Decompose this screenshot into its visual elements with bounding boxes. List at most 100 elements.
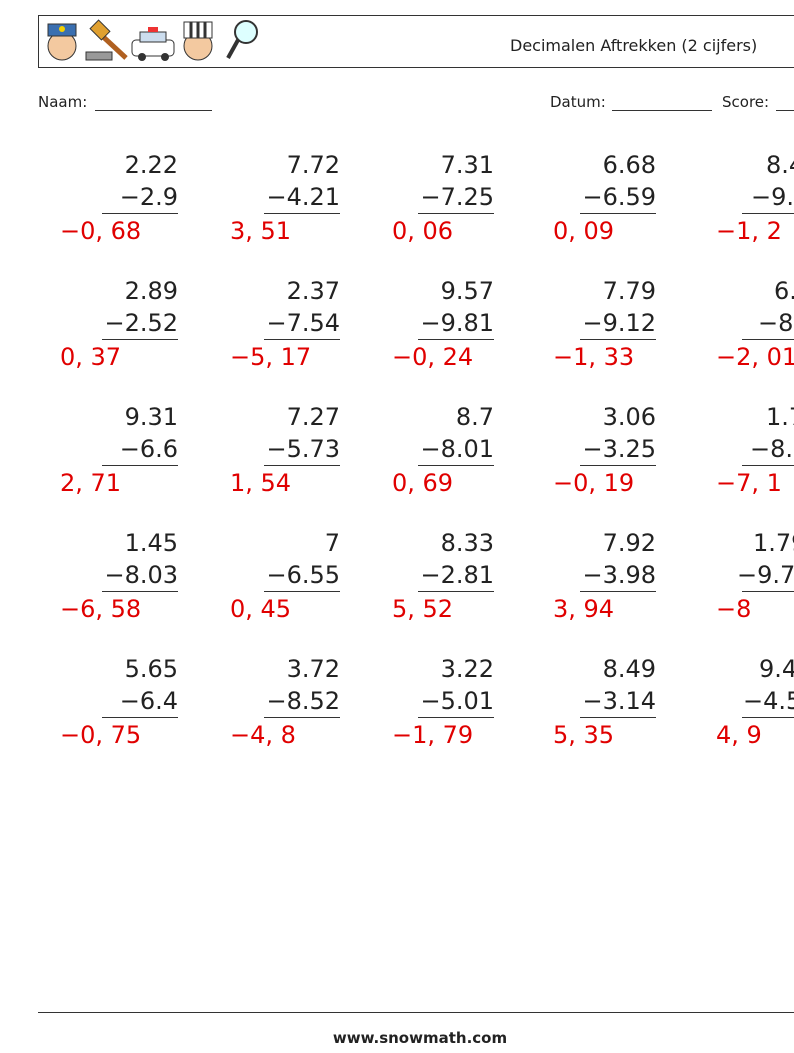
prisoner-icon	[183, 21, 213, 61]
underline	[742, 465, 794, 466]
answer: −4, 8	[230, 721, 296, 749]
underline	[742, 591, 794, 592]
minuend: 8.7	[455, 403, 494, 431]
answer: −1, 2	[716, 217, 782, 245]
subtrahend: −3.14	[582, 687, 656, 715]
answer: 1, 54	[230, 469, 292, 497]
answer: −2, 01	[716, 343, 794, 371]
answer: 0, 06	[392, 217, 454, 245]
subtrahend: −3.98	[582, 561, 656, 589]
minuend: 8.4	[766, 151, 794, 179]
answer: 2, 71	[60, 469, 122, 497]
underline	[264, 213, 340, 214]
underline	[264, 465, 340, 466]
underline	[742, 339, 794, 340]
underline	[264, 591, 340, 592]
underline	[418, 213, 494, 214]
score-line	[776, 110, 794, 111]
answer: −6, 58	[60, 595, 142, 623]
subtrahend: −8.52	[266, 687, 340, 715]
underline	[264, 717, 340, 718]
subtrahend: −9.6	[751, 183, 794, 211]
underline	[742, 717, 794, 718]
subtrahend: −8.03	[104, 561, 178, 589]
underline	[580, 465, 656, 466]
minuend: 3.72	[286, 655, 340, 683]
underline	[580, 213, 656, 214]
answer: 0, 45	[230, 595, 292, 623]
answer: 0, 37	[60, 343, 122, 371]
answer: −0, 68	[60, 217, 142, 245]
minuend: 5.65	[124, 655, 178, 683]
answer: 4, 9	[716, 721, 762, 749]
name-line	[95, 110, 212, 111]
subtrahend: −2.81	[420, 561, 494, 589]
minuend: 9.31	[124, 403, 178, 431]
subtrahend: −5.01	[420, 687, 494, 715]
minuend: 7.27	[286, 403, 340, 431]
answer: −5, 17	[230, 343, 312, 371]
underline	[418, 717, 494, 718]
subtrahend: −7.54	[266, 309, 340, 337]
answer: −0, 75	[60, 721, 142, 749]
answer: 3, 51	[230, 217, 292, 245]
subtrahend: −2.9	[119, 183, 178, 211]
subtrahend: −4.21	[266, 183, 340, 211]
underline	[102, 717, 178, 718]
minuend: 1.79	[753, 529, 794, 557]
underline	[418, 465, 494, 466]
underline	[418, 339, 494, 340]
minuend: 7	[324, 529, 340, 557]
minuend: 7.72	[286, 151, 340, 179]
footer-line	[38, 1012, 794, 1013]
subtrahend: −8.01	[420, 435, 494, 463]
underline	[580, 591, 656, 592]
answer: −1, 79	[392, 721, 474, 749]
underline	[102, 591, 178, 592]
minuend: 2.89	[124, 277, 178, 305]
gavel-icon	[85, 19, 128, 61]
subtrahend: −8.8	[750, 435, 794, 463]
underline	[102, 465, 178, 466]
underline	[102, 339, 178, 340]
answer: −1, 33	[553, 343, 635, 371]
subtrahend: −8.	[758, 309, 794, 337]
title: Decimalen Aftrekken (2 cijfers)	[510, 36, 758, 55]
subtrahend: −5.73	[266, 435, 340, 463]
subtrahend: −2.52	[104, 309, 178, 337]
underline	[580, 339, 656, 340]
minuend: 2.37	[286, 277, 340, 305]
minuend: 6.	[774, 277, 794, 305]
subtrahend: −6.59	[582, 183, 656, 211]
answer: 0, 69	[392, 469, 454, 497]
minuend: 8.33	[440, 529, 494, 557]
minuend: 6.68	[602, 151, 656, 179]
date-label: Datum:	[550, 93, 606, 111]
underline	[102, 213, 178, 214]
underline	[742, 213, 794, 214]
subtrahend: −3.25	[582, 435, 656, 463]
minuend: 9.4	[759, 655, 794, 683]
answer: 5, 35	[553, 721, 615, 749]
subtrahend: −6.6	[119, 435, 178, 463]
underline	[264, 339, 340, 340]
answer: 5, 52	[392, 595, 454, 623]
answer: 0, 09	[553, 217, 615, 245]
answer: −7, 1	[716, 469, 782, 497]
minuend: 1.7	[766, 403, 794, 431]
header-box	[38, 15, 794, 68]
footer-url: www.snowmath.com	[332, 1029, 508, 1047]
name-label: Naam:	[38, 93, 88, 111]
minuend: 8.49	[602, 655, 656, 683]
magnifier-icon	[226, 20, 258, 59]
underline	[418, 591, 494, 592]
car-icon	[131, 27, 175, 61]
minuend: 2.22	[124, 151, 178, 179]
minuend: 7.31	[440, 151, 494, 179]
answer: 3, 94	[553, 595, 615, 623]
subtrahend: −9.79	[737, 561, 794, 589]
minuend: 9.57	[440, 277, 494, 305]
header-icons	[47, 19, 258, 61]
minuend: 7.79	[602, 277, 656, 305]
